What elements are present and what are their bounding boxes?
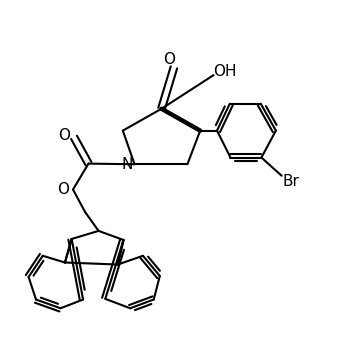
Text: O: O xyxy=(58,128,70,143)
Text: O: O xyxy=(163,52,175,67)
Text: Br: Br xyxy=(283,174,300,189)
Text: N: N xyxy=(121,157,133,172)
Text: O: O xyxy=(57,182,69,197)
Text: OH: OH xyxy=(213,64,236,79)
